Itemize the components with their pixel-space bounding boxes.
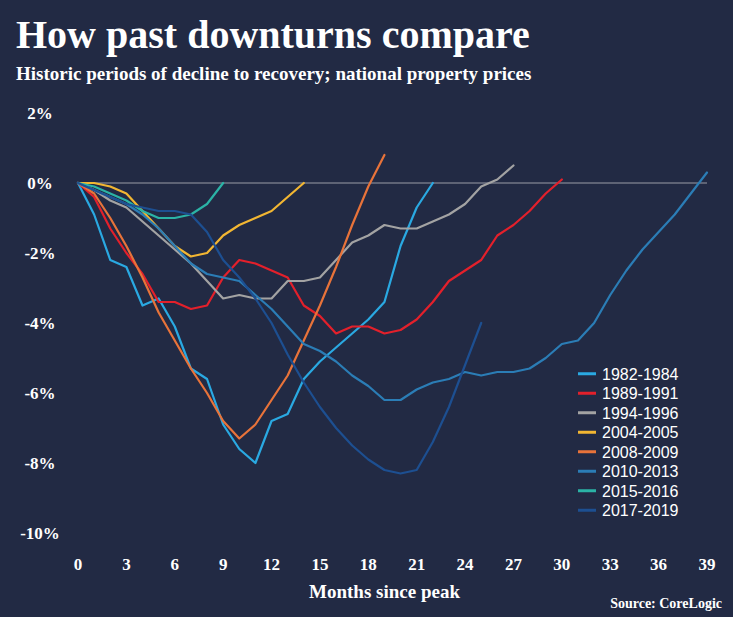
legend-label: 2010-2013: [602, 463, 679, 480]
x-tick-label: 6: [171, 555, 180, 574]
background: [0, 0, 733, 617]
x-tick-label: 3: [122, 555, 131, 574]
zero-line: [78, 182, 707, 183]
x-tick-label: 0: [74, 555, 83, 574]
legend-swatch: [578, 411, 596, 414]
legend-label: 1994-1996: [602, 405, 679, 422]
legend-swatch: [578, 431, 596, 434]
x-tick-label: 18: [360, 555, 377, 574]
x-tick-label: 9: [219, 555, 228, 574]
y-tick-label: -10%: [20, 524, 60, 543]
legend-label: 2004-2005: [602, 424, 679, 441]
legend-label: 1989-1991: [602, 385, 679, 402]
y-tick-label: -6%: [24, 384, 55, 403]
chart: How past downturns compare Historic perio…: [0, 0, 733, 617]
y-tick-label: -8%: [24, 454, 55, 473]
series-line: [78, 183, 433, 463]
series-line: [78, 183, 223, 218]
series-line: [78, 173, 707, 401]
legend-swatch: [578, 450, 596, 453]
x-axis-label: Months since peak: [309, 581, 460, 602]
legend-label: 2008-2009: [602, 444, 679, 461]
y-tick-label: -4%: [24, 314, 55, 333]
legend-swatch: [578, 489, 596, 492]
series-line: [78, 183, 481, 474]
x-tick-label: 33: [602, 555, 619, 574]
y-tick-label: 0%: [27, 174, 53, 193]
x-tick-label: 15: [311, 555, 328, 574]
x-tick-label: 27: [505, 555, 523, 574]
x-tick-label: 24: [457, 555, 475, 574]
y-tick-label: -2%: [24, 244, 55, 263]
y-tick-label: 2%: [27, 104, 53, 123]
legend-swatch: [578, 509, 596, 512]
legend-swatch: [578, 392, 596, 395]
legend-swatch: [578, 470, 596, 473]
x-tick-label: 21: [408, 555, 425, 574]
x-tick-label: 12: [263, 555, 280, 574]
series-line: [78, 155, 384, 439]
series-line: [78, 180, 562, 334]
subtitle: Historic periods of decline to recovery;…: [16, 63, 531, 84]
plot-area: [78, 155, 707, 474]
legend-label: 1982-1984: [602, 366, 679, 383]
legend-label: 2017-2019: [602, 502, 679, 519]
legend-label: 2015-2016: [602, 483, 679, 500]
legend: 1982-1984 1989-1991 1994-1996 2004-2005 2008…: [578, 366, 679, 520]
x-tick-label: 39: [699, 555, 716, 574]
source: Source: CoreLogic: [610, 596, 722, 611]
legend-swatch: [578, 372, 596, 375]
title: How past downturns compare: [16, 12, 530, 57]
x-tick-label: 36: [650, 555, 667, 574]
x-tick-label: 30: [553, 555, 570, 574]
